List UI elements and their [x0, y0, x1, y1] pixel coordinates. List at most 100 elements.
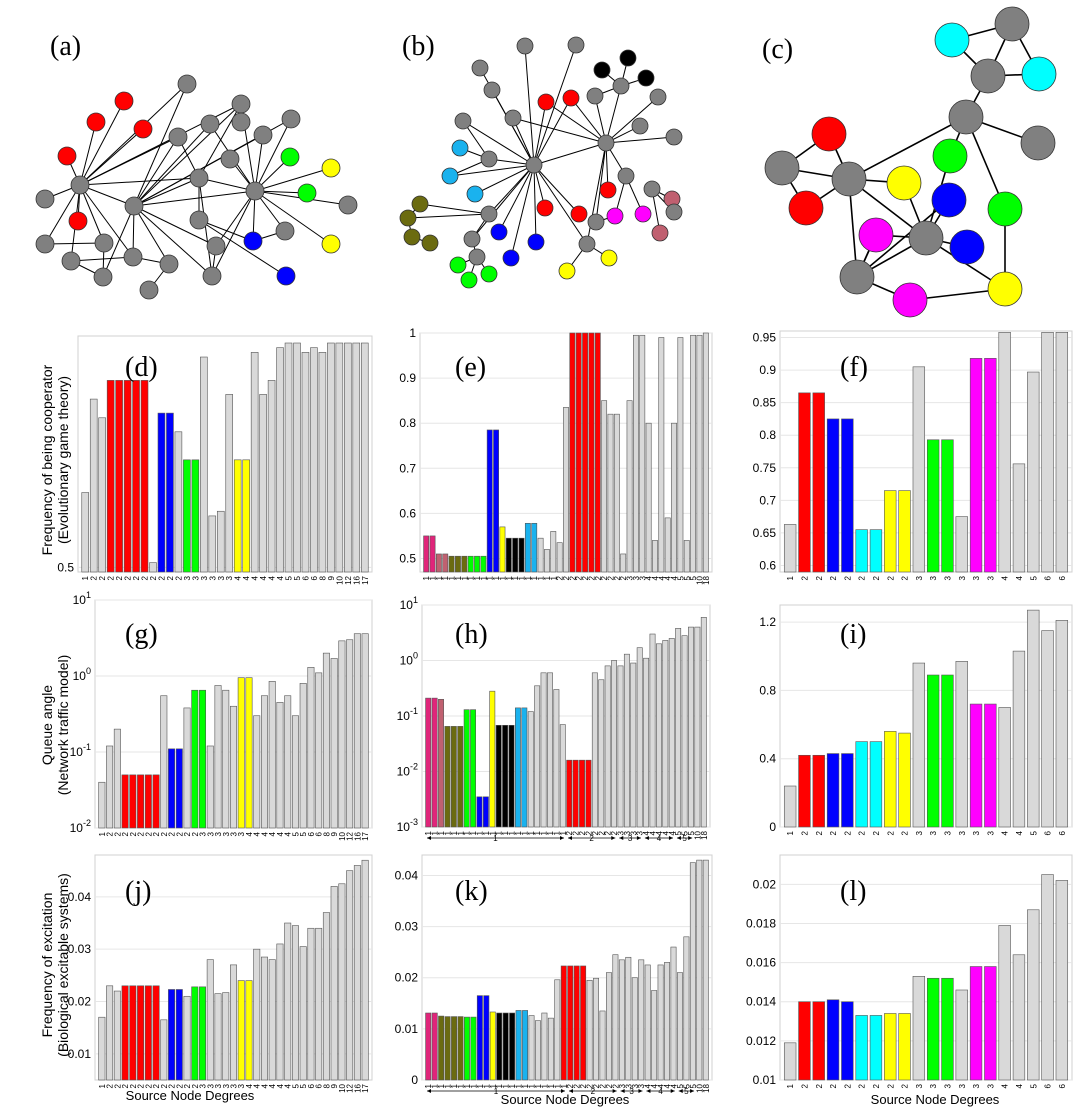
bar — [694, 626, 701, 828]
network-edge — [545, 101, 607, 144]
network-node — [516, 37, 534, 55]
x-tick-label: 3 — [206, 1083, 215, 1088]
bar — [318, 352, 327, 573]
bar — [593, 977, 599, 1081]
x-tick-label: 2 — [872, 830, 881, 835]
bar — [200, 356, 208, 573]
network-node — [321, 234, 341, 254]
x-tick-label: 6 — [307, 1083, 316, 1088]
bar — [502, 1012, 509, 1081]
degree-groups-h: 1 2 3 4 5 — [427, 834, 693, 843]
bar — [450, 726, 457, 828]
bar — [664, 962, 670, 1081]
bar — [677, 972, 683, 1081]
x-tick-label: 1 — [460, 575, 469, 580]
x-tick-label: 2 — [599, 1083, 608, 1088]
bar — [869, 1015, 883, 1081]
bar — [522, 1010, 528, 1081]
y-tick-label: 0.012 — [746, 1034, 776, 1048]
bar — [884, 490, 897, 573]
x-tick-label: 1 — [540, 830, 549, 835]
bar — [798, 754, 811, 828]
bar — [702, 332, 709, 573]
x-tick-label: 2 — [858, 1083, 867, 1088]
network-node — [411, 195, 429, 213]
network-edge — [133, 205, 170, 265]
x-tick-label: 4 — [645, 575, 654, 580]
x-tick-label: 6 — [1044, 575, 1053, 580]
x-tick-label: 4 — [651, 575, 660, 580]
bar — [664, 517, 671, 573]
bar — [222, 689, 230, 829]
x-tick-label: 5 — [689, 1083, 698, 1088]
x-tick-label: 3 — [222, 831, 231, 836]
bar — [149, 562, 157, 573]
x-tick-label: 2 — [800, 830, 809, 835]
bar — [268, 959, 276, 1081]
y-tick-label: 100 — [400, 651, 418, 668]
bar — [566, 759, 573, 828]
bar — [268, 681, 276, 829]
bar — [137, 774, 145, 829]
x-tick-label: 1 — [515, 1083, 524, 1088]
x-tick-label: 3 — [986, 1083, 995, 1088]
network-node — [631, 117, 649, 135]
x-tick-label: 3 — [929, 830, 938, 835]
network-edge — [533, 164, 588, 245]
bar — [499, 526, 506, 573]
network-node — [451, 139, 469, 157]
x-tick-label: 1 — [540, 1083, 549, 1088]
network-edge — [488, 164, 535, 215]
bar — [560, 965, 567, 1081]
network-node — [297, 183, 317, 203]
bar — [658, 337, 665, 573]
network-node — [764, 150, 800, 186]
bar — [206, 745, 214, 829]
x-tick-label: 4 — [284, 1083, 293, 1088]
bar — [175, 748, 183, 829]
bar — [534, 685, 541, 828]
network-edge — [462, 120, 535, 166]
x-tick-label: 4 — [657, 575, 666, 580]
x-tick-label: 3 — [958, 575, 967, 580]
y-tick-label: 0.014 — [746, 995, 776, 1009]
bar — [307, 927, 315, 1081]
x-tick-label: 4 — [655, 830, 664, 835]
x-tick-label: 8 — [322, 831, 331, 836]
bar — [260, 695, 268, 829]
network-node — [280, 147, 300, 167]
bar — [657, 964, 664, 1081]
x-tick-label: 3 — [636, 830, 645, 835]
bar — [515, 707, 521, 828]
x-tick-label: 2 — [886, 830, 895, 835]
x-tick-label: 3 — [943, 830, 952, 835]
y-tick-label: 0.6 — [759, 558, 776, 572]
bar — [531, 522, 538, 573]
network-edge — [254, 134, 264, 192]
x-tick-label: 2 — [168, 1083, 177, 1088]
network-edge — [133, 83, 188, 207]
y-tick-label: 0.6 — [399, 506, 416, 520]
x-tick-label: 2 — [578, 830, 587, 835]
network-node — [276, 266, 296, 286]
x-tick-label: 3 — [915, 830, 924, 835]
x-tick-label: 2 — [106, 831, 115, 836]
network-edge — [79, 177, 200, 186]
network-node — [831, 161, 867, 197]
bar — [338, 640, 346, 829]
network-edge — [595, 142, 607, 223]
bar — [518, 537, 525, 573]
x-tick-label: 1 — [454, 575, 463, 580]
bar — [144, 774, 152, 829]
bar — [826, 753, 840, 828]
x-tick-label: 5 — [681, 830, 690, 835]
x-tick-label: 4 — [245, 1083, 254, 1088]
x-tick-label: 2 — [160, 1083, 169, 1088]
bar — [129, 985, 137, 1081]
bar — [649, 633, 656, 828]
bar — [457, 726, 464, 828]
network-node — [649, 88, 667, 106]
bar — [783, 1042, 797, 1081]
y-tick-label: 100 — [73, 666, 91, 683]
